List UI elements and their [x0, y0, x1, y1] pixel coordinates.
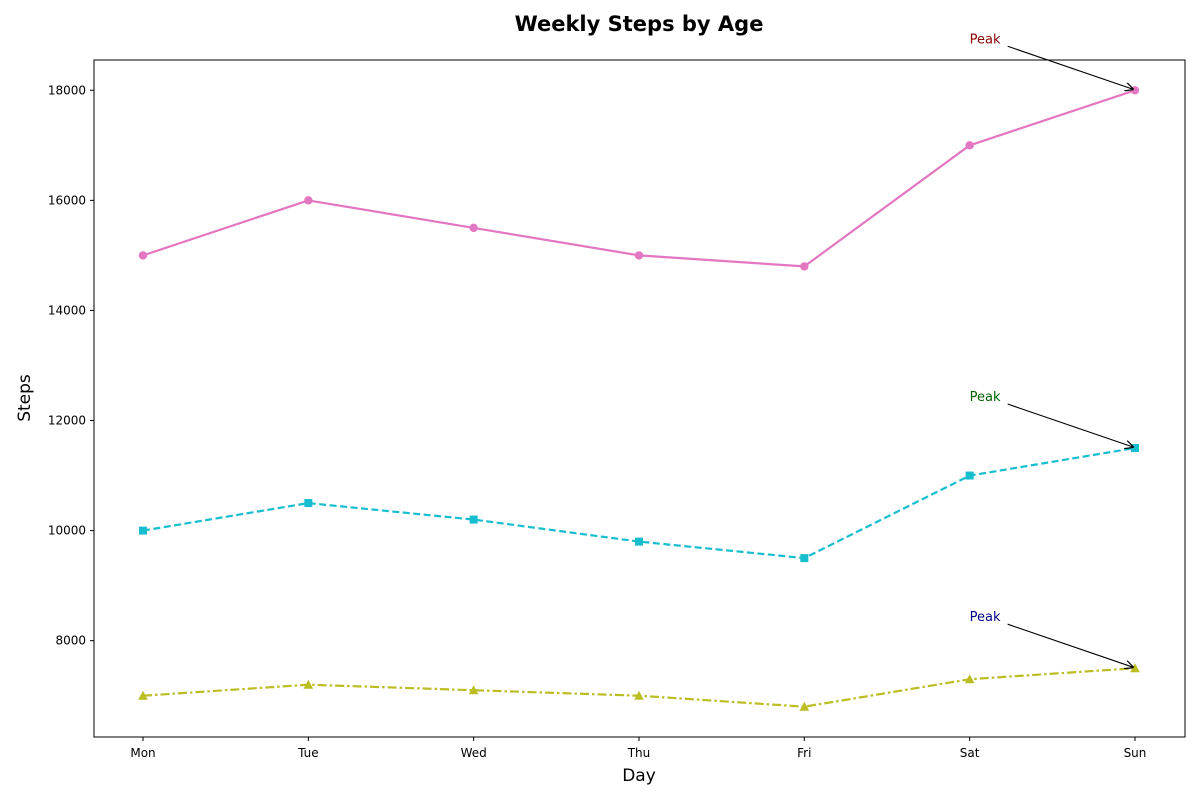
- axes: Mon Tue Wed Thu Fri Sat Sun 8000 10000 12000 14000…: [48, 83, 1147, 760]
- peak-annotation-arrow: [1007, 403, 1133, 447]
- data-point: [138, 690, 148, 700]
- data-point: [468, 685, 479, 695]
- data-point: [303, 679, 314, 689]
- y-tick-label: 18000: [48, 83, 86, 97]
- data-point: [634, 251, 644, 260]
- peak-annotation-label: Peak: [970, 610, 1001, 625]
- data-point: [139, 526, 147, 535]
- x-tick-label: Mon: [130, 746, 155, 760]
- data-point: [469, 223, 478, 233]
- y-tick-label: 16000: [48, 193, 86, 207]
- data-point: [469, 515, 478, 524]
- data-point: [1130, 444, 1139, 453]
- data-point: [138, 251, 148, 260]
- y-tick-label: 10000: [48, 524, 86, 538]
- data-point: [634, 690, 644, 700]
- series-group: Peak: [138, 610, 1140, 711]
- data-point: [965, 471, 974, 480]
- data-point: [800, 262, 809, 271]
- data-point: [304, 499, 313, 508]
- y-tick-label: 12000: [48, 414, 86, 428]
- data-point: [964, 674, 975, 684]
- y-tick-label: 14000: [48, 303, 86, 317]
- plot-area: Peak Peak Peak: [138, 32, 1140, 711]
- x-tick-label: Tue: [297, 746, 319, 760]
- peak-annotation-arrow: [1007, 623, 1133, 667]
- x-tick-label: Thu: [627, 746, 651, 760]
- plot-frame: [93, 59, 1186, 738]
- x-tick-label: Wed: [461, 746, 487, 760]
- series-group: Peak: [139, 390, 1139, 563]
- data-point: [799, 701, 810, 711]
- data-point: [965, 141, 974, 150]
- data-point: [800, 554, 809, 563]
- data-point: [634, 537, 643, 546]
- x-axis-label: Day: [622, 766, 656, 786]
- peak-annotation-arrow: [1007, 45, 1133, 89]
- y-tick-label: 8000: [55, 634, 86, 648]
- y-axis-label: Steps: [15, 374, 35, 422]
- series-group: Peak: [138, 32, 1140, 271]
- data-point: [1130, 86, 1140, 95]
- data-point: [304, 196, 313, 205]
- peak-annotation-label: Peak: [970, 390, 1001, 405]
- peak-annotation-label: Peak: [970, 32, 1001, 47]
- series-line: [142, 89, 1136, 268]
- x-tick-label: Fri: [797, 746, 811, 760]
- series-line: [142, 667, 1136, 708]
- chart-title: Weekly Steps by Age: [515, 12, 764, 36]
- x-tick-label: Sun: [1124, 746, 1147, 760]
- x-tick-label: Sat: [960, 746, 980, 760]
